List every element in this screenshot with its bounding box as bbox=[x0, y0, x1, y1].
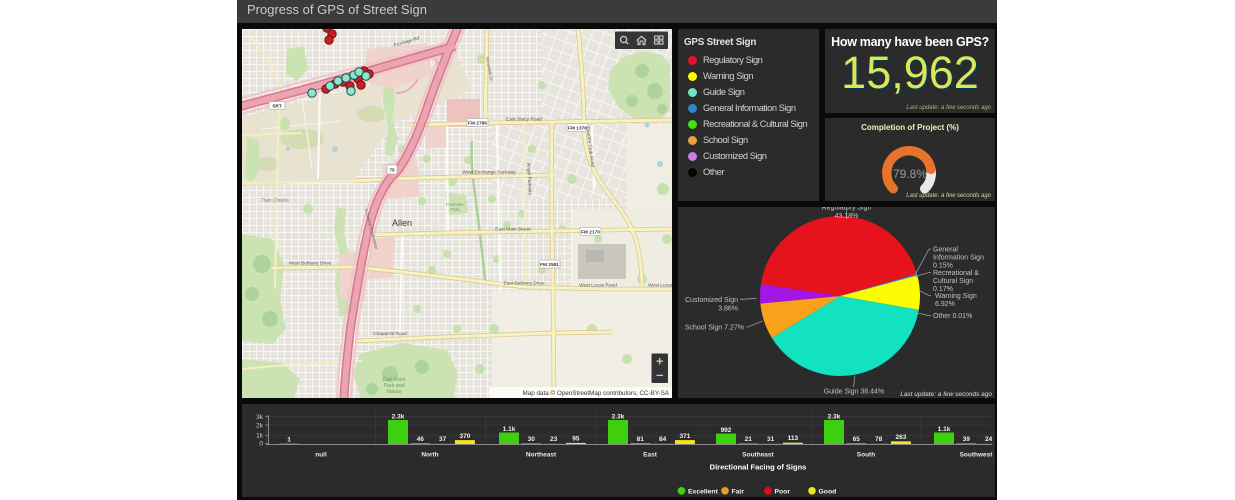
svg-text:371: 371 bbox=[679, 433, 690, 440]
svg-text:Southeast: Southeast bbox=[742, 452, 774, 459]
svg-text:Other 0.01%: Other 0.01% bbox=[933, 313, 972, 320]
svg-text:South: South bbox=[857, 452, 875, 459]
svg-text:General: General bbox=[933, 247, 958, 254]
svg-text:81: 81 bbox=[637, 436, 645, 443]
svg-text:2.3k: 2.3k bbox=[828, 413, 841, 420]
svg-text:Greenville Dr: Greenville Dr bbox=[485, 56, 494, 82]
svg-text:School Sign 7.27%: School Sign 7.27% bbox=[685, 325, 744, 332]
svg-text:Directional Facing of Signs: Directional Facing of Signs bbox=[710, 463, 807, 472]
svg-text:Angel Parkway: Angel Parkway bbox=[525, 163, 533, 196]
svg-text:Chaparral Road: Chaparral Road bbox=[373, 331, 407, 337]
svg-text:21: 21 bbox=[745, 436, 753, 443]
svg-text:992: 992 bbox=[721, 427, 732, 434]
svg-text:24: 24 bbox=[985, 436, 993, 443]
svg-text:Information Sign: Information Sign bbox=[933, 255, 984, 262]
svg-text:Map data © OpenStreetMap contr: Map data © OpenStreetMap contributors, C… bbox=[522, 389, 669, 397]
svg-text:1k: 1k bbox=[256, 433, 264, 440]
svg-text:23: 23 bbox=[550, 436, 558, 443]
svg-text:2k: 2k bbox=[256, 422, 264, 429]
svg-text:0.15%: 0.15% bbox=[933, 263, 953, 270]
svg-text:FM 2551: FM 2551 bbox=[540, 262, 559, 268]
svg-text:West Bethany Drive: West Bethany Drive bbox=[289, 261, 332, 267]
svg-text:Poor: Poor bbox=[775, 488, 791, 495]
svg-text:Fountain: Fountain bbox=[446, 202, 464, 207]
svg-text:West Lucas Road: West Lucas Road bbox=[579, 283, 617, 289]
svg-text:West Exchange Parkway: West Exchange Parkway bbox=[462, 170, 516, 176]
svg-text:Park and: Park and bbox=[384, 383, 406, 389]
svg-text:East Bethany Drive: East Bethany Drive bbox=[503, 281, 544, 287]
svg-text:6.92%: 6.92% bbox=[935, 301, 955, 308]
svg-text:FM 1378: FM 1378 bbox=[568, 126, 587, 132]
svg-text:Guide Sign 38.44%: Guide Sign 38.44% bbox=[824, 389, 884, 396]
svg-text:Northeast: Northeast bbox=[526, 452, 557, 459]
svg-text:113: 113 bbox=[788, 435, 799, 442]
svg-text:Country Club Road: Country Club Road bbox=[585, 126, 596, 168]
svg-text:78: 78 bbox=[875, 436, 883, 443]
svg-text:95: 95 bbox=[572, 435, 580, 442]
svg-text:Cultural Sign: Cultural Sign bbox=[933, 278, 973, 285]
svg-text:Warning Sign: Warning Sign bbox=[935, 293, 977, 300]
svg-text:30: 30 bbox=[528, 436, 536, 443]
svg-text:North: North bbox=[421, 452, 438, 459]
svg-text:Recreational &: Recreational & bbox=[933, 270, 979, 277]
svg-text:East: East bbox=[643, 452, 658, 459]
svg-text:Oak Point: Oak Point bbox=[383, 377, 406, 383]
svg-text:84: 84 bbox=[659, 436, 667, 443]
svg-text:Southwest: Southwest bbox=[960, 452, 994, 459]
svg-text:2.3k: 2.3k bbox=[392, 413, 405, 420]
svg-text:Regulatory Sign: Regulatory Sign bbox=[822, 207, 872, 212]
svg-text:Park: Park bbox=[450, 207, 460, 212]
svg-text:75: 75 bbox=[389, 168, 395, 174]
svg-text:Twin Creeks: Twin Creeks bbox=[261, 198, 289, 204]
svg-text:370: 370 bbox=[459, 433, 470, 440]
svg-text:Last update: a few seconds ago: Last update: a few seconds ago bbox=[900, 391, 992, 398]
svg-text:263: 263 bbox=[895, 434, 906, 441]
svg-text:1.1k: 1.1k bbox=[503, 426, 516, 433]
svg-text:37: 37 bbox=[439, 436, 447, 443]
svg-text:null: null bbox=[315, 452, 327, 459]
svg-text:Good: Good bbox=[819, 488, 837, 495]
svg-text:3k: 3k bbox=[256, 414, 264, 421]
svg-text:1: 1 bbox=[287, 436, 291, 443]
svg-text:43.18%: 43.18% bbox=[835, 213, 859, 220]
svg-text:East Stacy Road: East Stacy Road bbox=[506, 117, 542, 123]
svg-text:Fair: Fair bbox=[732, 488, 745, 495]
svg-text:39: 39 bbox=[963, 436, 971, 443]
svg-text:East Main Street: East Main Street bbox=[495, 227, 531, 233]
svg-text:Excellent: Excellent bbox=[688, 488, 719, 495]
svg-text:2.3k: 2.3k bbox=[612, 413, 625, 420]
svg-text:1.1k: 1.1k bbox=[938, 426, 951, 433]
svg-text:31: 31 bbox=[767, 436, 775, 443]
svg-text:65: 65 bbox=[853, 436, 861, 443]
svg-text:Allen: Allen bbox=[392, 218, 412, 228]
svg-text:West Lucas R: West Lucas R bbox=[648, 283, 672, 289]
svg-text:46: 46 bbox=[417, 436, 425, 443]
svg-text:Customized Sign: Customized Sign bbox=[685, 297, 738, 304]
svg-text:SRT: SRT bbox=[272, 104, 282, 110]
svg-text:FM 2170: FM 2170 bbox=[581, 230, 600, 236]
svg-text:0: 0 bbox=[259, 441, 263, 448]
svg-text:Nature: Nature bbox=[386, 389, 402, 395]
svg-text:0.17%: 0.17% bbox=[933, 286, 953, 293]
svg-text:FM 2786: FM 2786 bbox=[468, 121, 487, 127]
svg-text:3.86%: 3.86% bbox=[718, 305, 738, 312]
